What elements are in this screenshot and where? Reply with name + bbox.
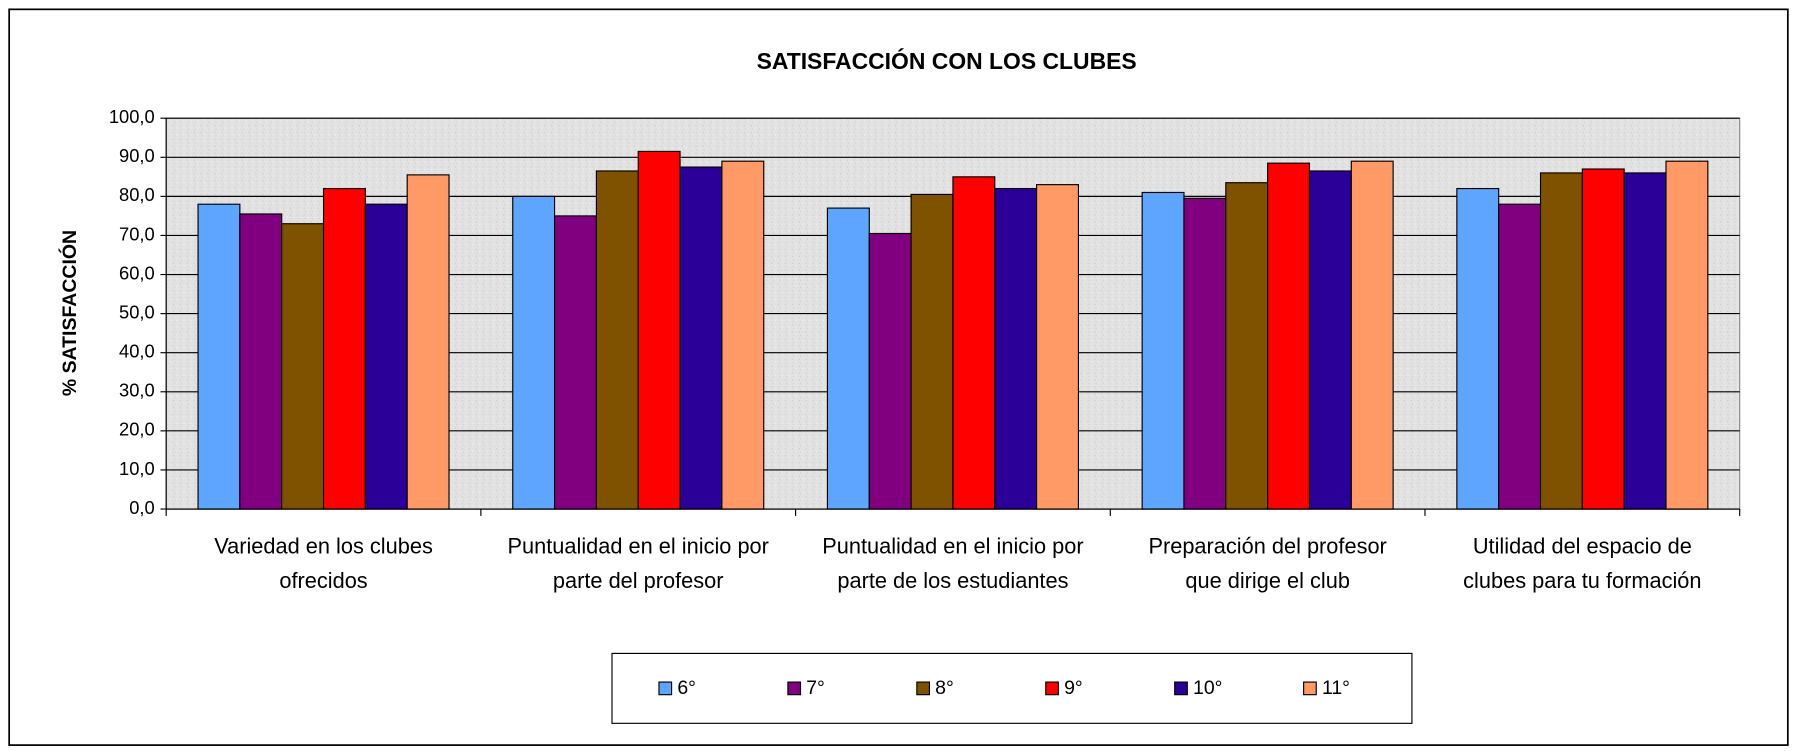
bar [1665,160,1709,510]
x-tick-label: Utilidad del espacio de [1473,534,1692,559]
bar [910,193,954,510]
legend [611,652,1413,724]
bar [197,203,241,510]
bar [553,215,597,510]
y-tick-label: 70,0 [119,223,155,244]
y-tick-label: 0,0 [129,497,154,518]
bar [364,203,408,510]
y-tick-label: 50,0 [119,301,155,322]
x-tick-label: parte del profesor [553,568,724,593]
bar [1036,184,1080,510]
y-tick-label: 90,0 [119,145,155,166]
bar [679,166,723,510]
legend-swatch [658,681,673,696]
bar [239,213,283,510]
x-tick-label: Puntualidad en el inicio por [508,534,769,559]
bar [1623,172,1667,510]
bar [1267,162,1311,510]
bar [281,223,325,510]
bar [1308,170,1352,510]
x-tick-label: Variedad en los clubes [214,534,433,559]
legend-label: 8° [935,677,954,699]
legend-swatch [1045,681,1059,696]
bar [1141,191,1185,510]
bar [1350,160,1394,510]
bar [1183,197,1227,510]
x-tick-label: que dirige el club [1185,568,1350,593]
bar [637,150,681,510]
bar [1456,187,1500,510]
legend-swatch [916,681,931,696]
legend-swatch [787,681,802,696]
y-tick-label: 20,0 [119,419,155,440]
legend-label: 7° [806,677,825,699]
bar [1581,168,1625,510]
legend-label: 10° [1193,677,1222,699]
bar [1498,203,1542,510]
x-tick-label: ofrecidos [279,568,367,593]
bar [512,195,556,510]
bar [952,176,996,510]
x-tick-label: clubes para tu formación [1463,568,1701,593]
legend-swatch [1303,681,1317,696]
y-tick-label: 30,0 [119,380,155,401]
bar [868,232,912,510]
y-tick-label: 40,0 [119,341,155,362]
y-axis-label: % SATISFACCIÓN [57,230,81,396]
x-tick-label: Preparación del profesor [1148,534,1386,559]
bar [595,170,639,510]
legend-label: 9° [1064,677,1083,699]
chart-title: SATISFACCIÓN CON LOS CLUBES [757,48,1137,74]
bar [1539,172,1583,510]
y-tick-label: 80,0 [119,184,155,205]
y-tick-label: 100,0 [109,106,155,127]
bar [994,187,1038,510]
y-tick-label: 60,0 [119,262,155,283]
bar [406,174,450,510]
bar [1225,182,1269,510]
bar [322,187,366,510]
bar [826,207,870,510]
bar [721,160,765,510]
legend-swatch [1174,681,1188,696]
x-tick-label: parte de los estudiantes [837,568,1068,593]
legend-label: 6° [677,677,696,699]
y-tick-label: 10,0 [119,458,155,479]
x-tick-label: Puntualidad en el inicio por [822,534,1083,559]
legend-label: 11° [1322,677,1350,699]
